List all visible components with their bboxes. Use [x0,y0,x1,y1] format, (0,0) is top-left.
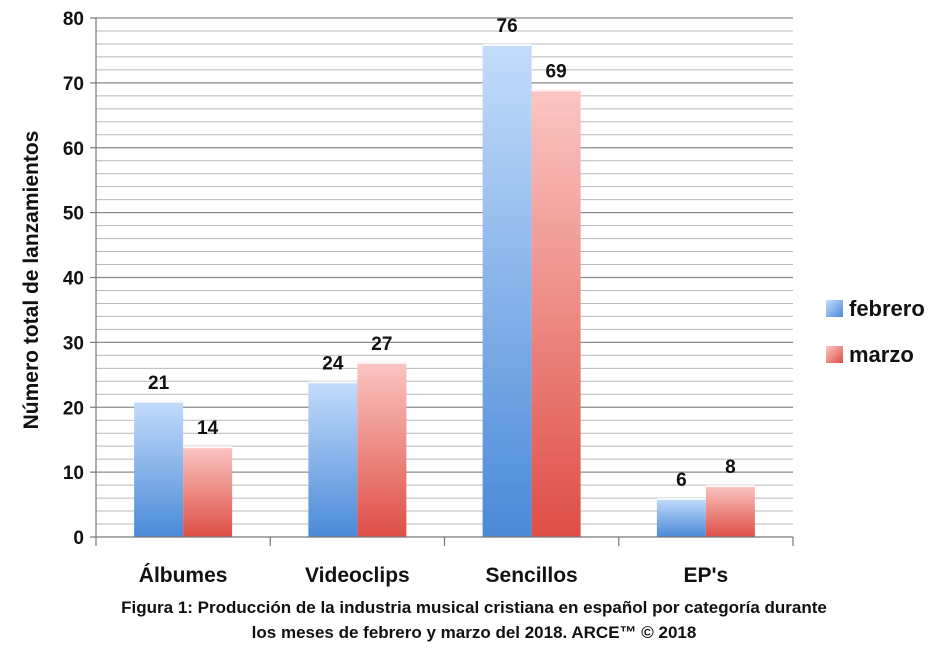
bar-top-highlight [705,485,755,488]
bar [656,498,706,537]
x-tick-labels: Álbumes Videoclips Sencillos EP's [139,564,728,587]
bar-top-highlight [482,43,532,46]
y-tick-label: 20 [63,398,84,419]
data-label: 21 [148,373,170,394]
legend-label: febrero [849,296,925,321]
bar-top-highlight [134,400,184,403]
bar [531,89,581,538]
data-label: 24 [322,353,344,374]
y-tick-label: 10 [63,463,84,484]
y-tick-label: 80 [63,9,84,30]
x-tick-label: Videoclips [305,564,410,587]
data-label: 8 [725,457,736,478]
data-label: 6 [676,470,687,491]
x-tick-label: EP's [684,564,729,587]
data-label: 76 [497,16,518,37]
data-label: 14 [197,418,219,439]
bar [308,381,358,537]
bar-top-highlight [183,446,233,449]
y-tick-label: 30 [63,333,84,354]
bar-chart: 0 10 20 30 40 50 60 70 80 Álbumes Videoclips Senci… [20,9,925,587]
bar [357,361,407,537]
bar [183,446,233,537]
bar-top-highlight [308,381,358,384]
figure-caption-line-2: los meses de febrero y marzo del 2018. A… [251,623,697,642]
bar-top-highlight [357,361,407,364]
bars [134,43,755,538]
y-tick-label: 0 [73,528,84,549]
y-tick-label: 50 [63,204,84,225]
y-tick-label: 60 [63,139,84,160]
y-tick-labels: 0 10 20 30 40 50 60 70 80 [63,9,84,549]
y-tick-label: 70 [63,74,84,95]
legend-swatch [826,300,843,317]
figure-caption-line-1: Figura 1: Producción de la industria mus… [121,598,827,617]
bar-top-highlight [656,498,706,501]
bar-top-highlight [531,89,581,92]
axes [90,17,794,546]
data-label: 27 [371,334,392,355]
x-tick-label: Sencillos [486,564,578,587]
x-tick-label: Álbumes [139,564,228,587]
data-labels: 21 14 24 27 76 69 6 8 [148,16,736,491]
y-axis-label: Número total de lanzamientos [20,131,43,430]
legend: febrero marzo [826,296,925,367]
bar [705,485,755,537]
legend-label: marzo [849,342,914,367]
bar [482,43,532,537]
y-tick-label: 40 [63,269,84,290]
bar [134,400,184,537]
data-label: 69 [546,61,567,82]
legend-swatch [826,346,843,363]
